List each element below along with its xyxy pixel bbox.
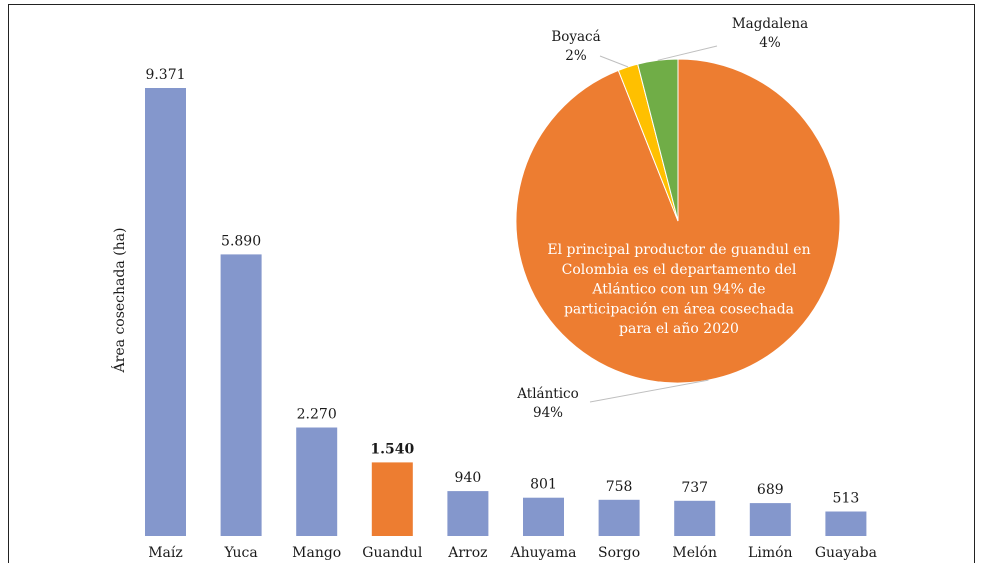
leader-line-boyaca [599, 55, 629, 68]
pie-percent-atlantico: 94% [533, 405, 563, 421]
pie-chart: Atlántico 94% Boyacá 2% Magdalena 4% El princi… [515, 16, 841, 421]
leader-line-atlantico [589, 379, 709, 403]
bar-limon [749, 503, 791, 536]
bar-ahuyama [523, 497, 564, 536]
bar-arroz [447, 491, 489, 536]
x-tick-label-yuca: Yuca [223, 545, 257, 561]
data-label-ahuyama: 801 [530, 477, 557, 493]
pie-annotation-line-4: participación en área cosechada [564, 301, 794, 317]
pie-annotation-line-3: Atlántico con un 94% de [591, 282, 765, 298]
data-label-maiz: 9.371 [145, 67, 185, 83]
x-tick-label-maiz: Maíz [148, 545, 183, 561]
pie-annotation-line-1: El principal productor de guandul en [547, 242, 810, 258]
data-label-mango: 2.270 [297, 407, 337, 423]
bar-sorgo [598, 499, 640, 536]
leader-line-magdalena [657, 45, 718, 61]
data-label-melon: 737 [681, 480, 708, 496]
pie-label-magdalena: Magdalena [732, 16, 808, 32]
x-tick-label-guayaba: Guayaba [815, 545, 877, 561]
pie-annotation-line-5: para el año 2020 [619, 321, 739, 337]
x-tick-label-ahuyama: Ahuyama [509, 545, 576, 561]
data-label-limon: 689 [757, 482, 784, 498]
bar-melon [674, 500, 716, 536]
bar-maiz [145, 88, 186, 536]
bar-guayaba [825, 511, 867, 536]
pie-percent-magdalena: 4% [759, 35, 781, 51]
x-tick-label-melon: Melón [672, 545, 717, 561]
x-tick-label-limon: Limón [748, 545, 793, 561]
data-label-arroz: 940 [455, 470, 482, 486]
pie-annotation-line-2: Colombia es el departamento del [562, 262, 797, 278]
data-label-yuca: 5.890 [221, 233, 261, 249]
x-tick-label-guandul: Guandul [362, 545, 423, 561]
pie-label-boyaca: Boyacá [551, 29, 600, 45]
data-label-sorgo: 758 [606, 479, 633, 495]
bar-guandul [371, 462, 413, 536]
pie-percent-boyaca: 2% [565, 48, 587, 64]
pie-label-atlantico: Atlántico [516, 386, 578, 402]
bar-mango [296, 427, 338, 536]
bar-series: 9.371 Maíz 5.890 Yuca 2.270 Mango 1.540 Guandul… [145, 67, 877, 561]
x-tick-label-sorgo: Sorgo [598, 545, 640, 561]
x-tick-label-mango: Mango [292, 545, 341, 561]
x-tick-label-arroz: Arroz [447, 545, 487, 561]
data-label-guandul: 1.540 [370, 441, 414, 457]
data-label-guayaba: 513 [833, 491, 860, 507]
bar-yuca [220, 254, 262, 536]
y-axis-label: Área cosechada (ha) [110, 228, 128, 374]
